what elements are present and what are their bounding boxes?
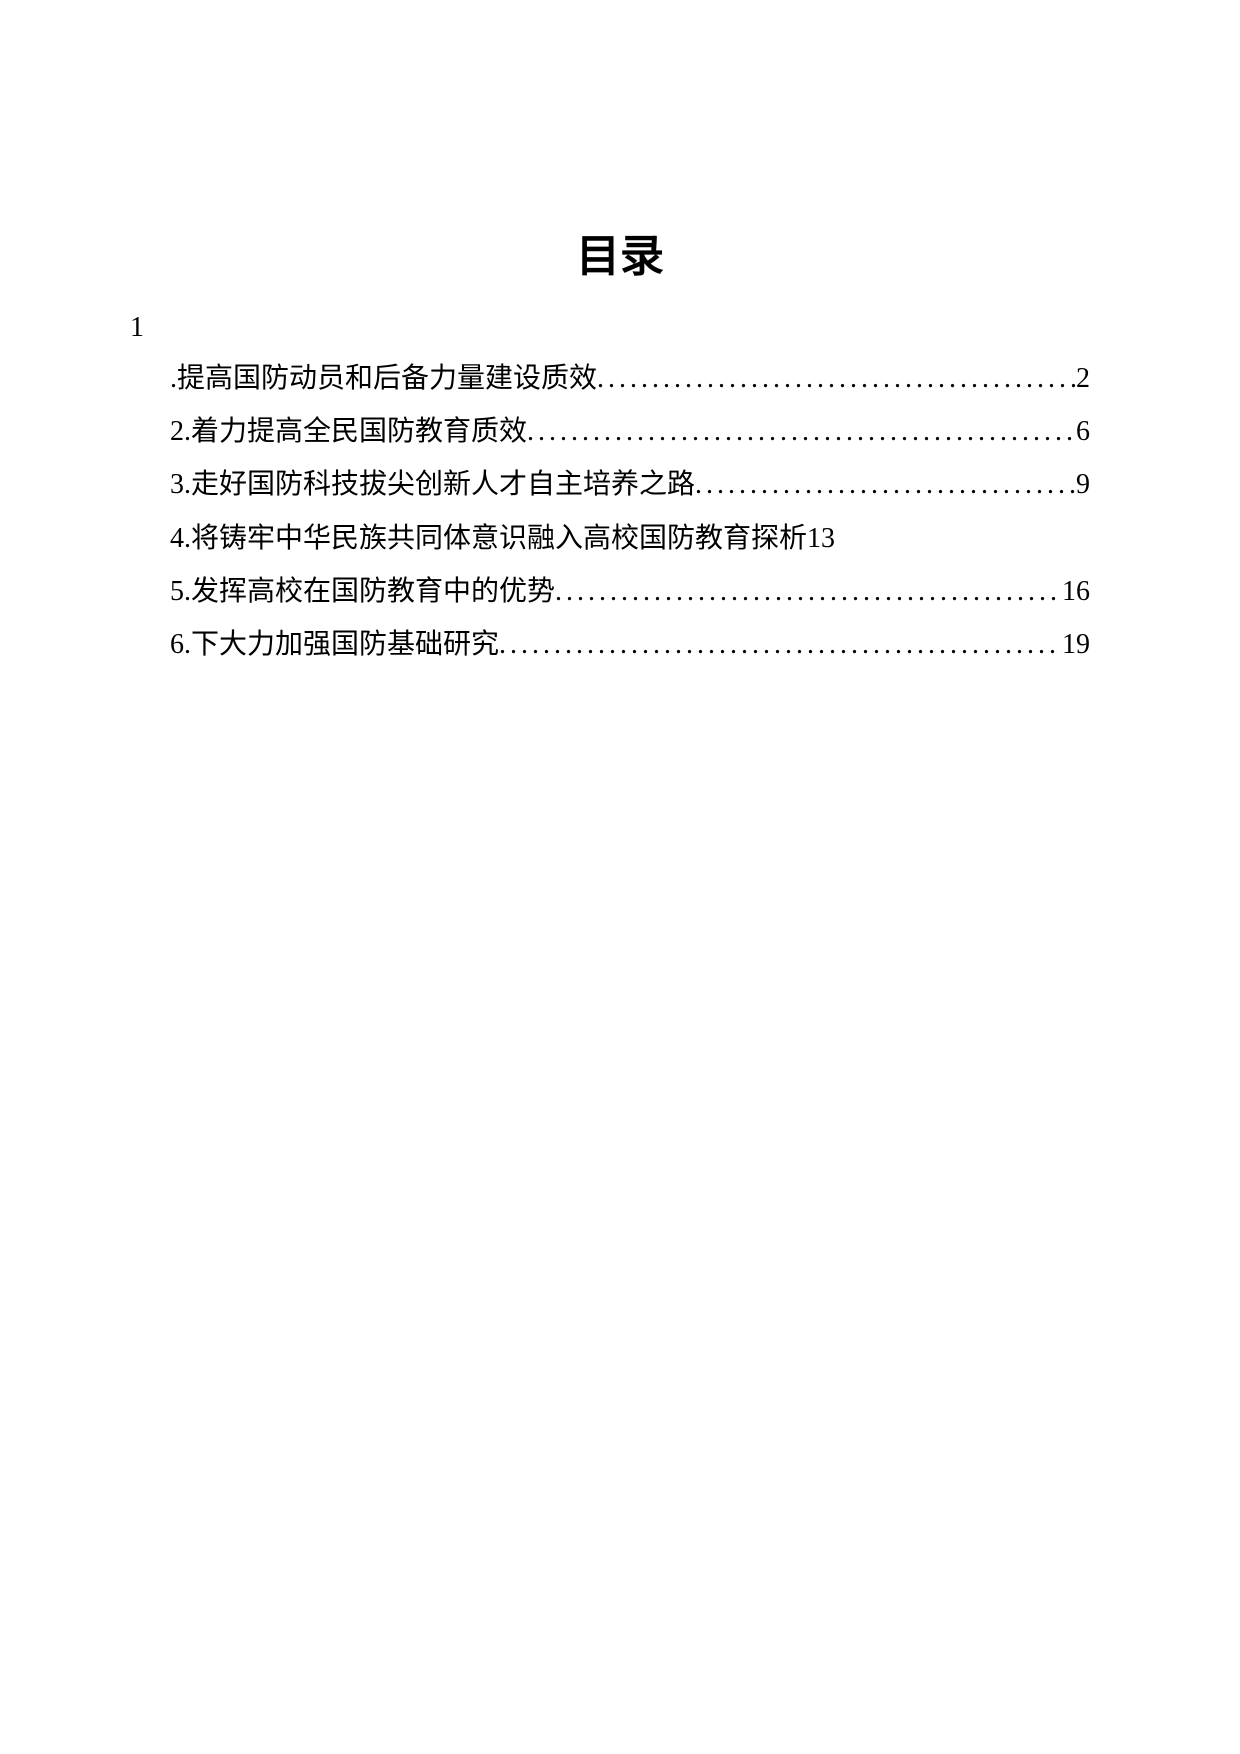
toc-dots (695, 458, 1076, 511)
toc-entry-page: 2 (1076, 352, 1090, 405)
toc-entry-label: 4.将铸牢中华民族共同体意识融入高校国防教育探析 (170, 512, 807, 565)
toc-entry-label: .提高国防动员和后备力量建设质效 (170, 352, 597, 405)
toc-entry-page: 19 (1062, 618, 1090, 671)
page-title: 目录 (130, 220, 1110, 284)
toc-dots (597, 352, 1076, 405)
toc-dots (527, 405, 1076, 458)
toc-entry-label: 2.着力提高全民国防教育质效 (170, 405, 527, 458)
toc-dots (499, 618, 1062, 671)
toc-dots (555, 565, 1062, 618)
table-of-contents: .提高国防动员和后备力量建设质效22.着力提高全民国防教育质效63.走好国防科技… (170, 352, 1090, 671)
toc-entry-label: 6.下大力加强国防基础研究 (170, 618, 499, 671)
toc-entry: 6.下大力加强国防基础研究 19 (170, 618, 1090, 671)
toc-entry: 2.着力提高全民国防教育质效 6 (170, 405, 1090, 458)
toc-entry: 5.发挥高校在国防教育中的优势 16 (170, 565, 1090, 618)
toc-entry-page: 6 (1076, 405, 1090, 458)
toc-entry: 4.将铸牢中华民族共同体意识融入高校国防教育探析13 (170, 512, 1090, 565)
toc-entry-page: 13 (807, 512, 835, 565)
toc-entry-page: 16 (1062, 565, 1090, 618)
document-page: 目录 1 .提高国防动员和后备力量建设质效22.着力提高全民国防教育质效63.走… (0, 0, 1240, 671)
lead-number: 1 (130, 312, 1110, 344)
toc-entry-label: 5.发挥高校在国防教育中的优势 (170, 565, 555, 618)
toc-entry-label: 3.走好国防科技拔尖创新人才自主培养之路 (170, 458, 695, 511)
toc-entry: 3.走好国防科技拔尖创新人才自主培养之路 9 (170, 458, 1090, 511)
toc-entry: .提高国防动员和后备力量建设质效 2 (170, 352, 1090, 405)
toc-entry-page: 9 (1076, 458, 1090, 511)
